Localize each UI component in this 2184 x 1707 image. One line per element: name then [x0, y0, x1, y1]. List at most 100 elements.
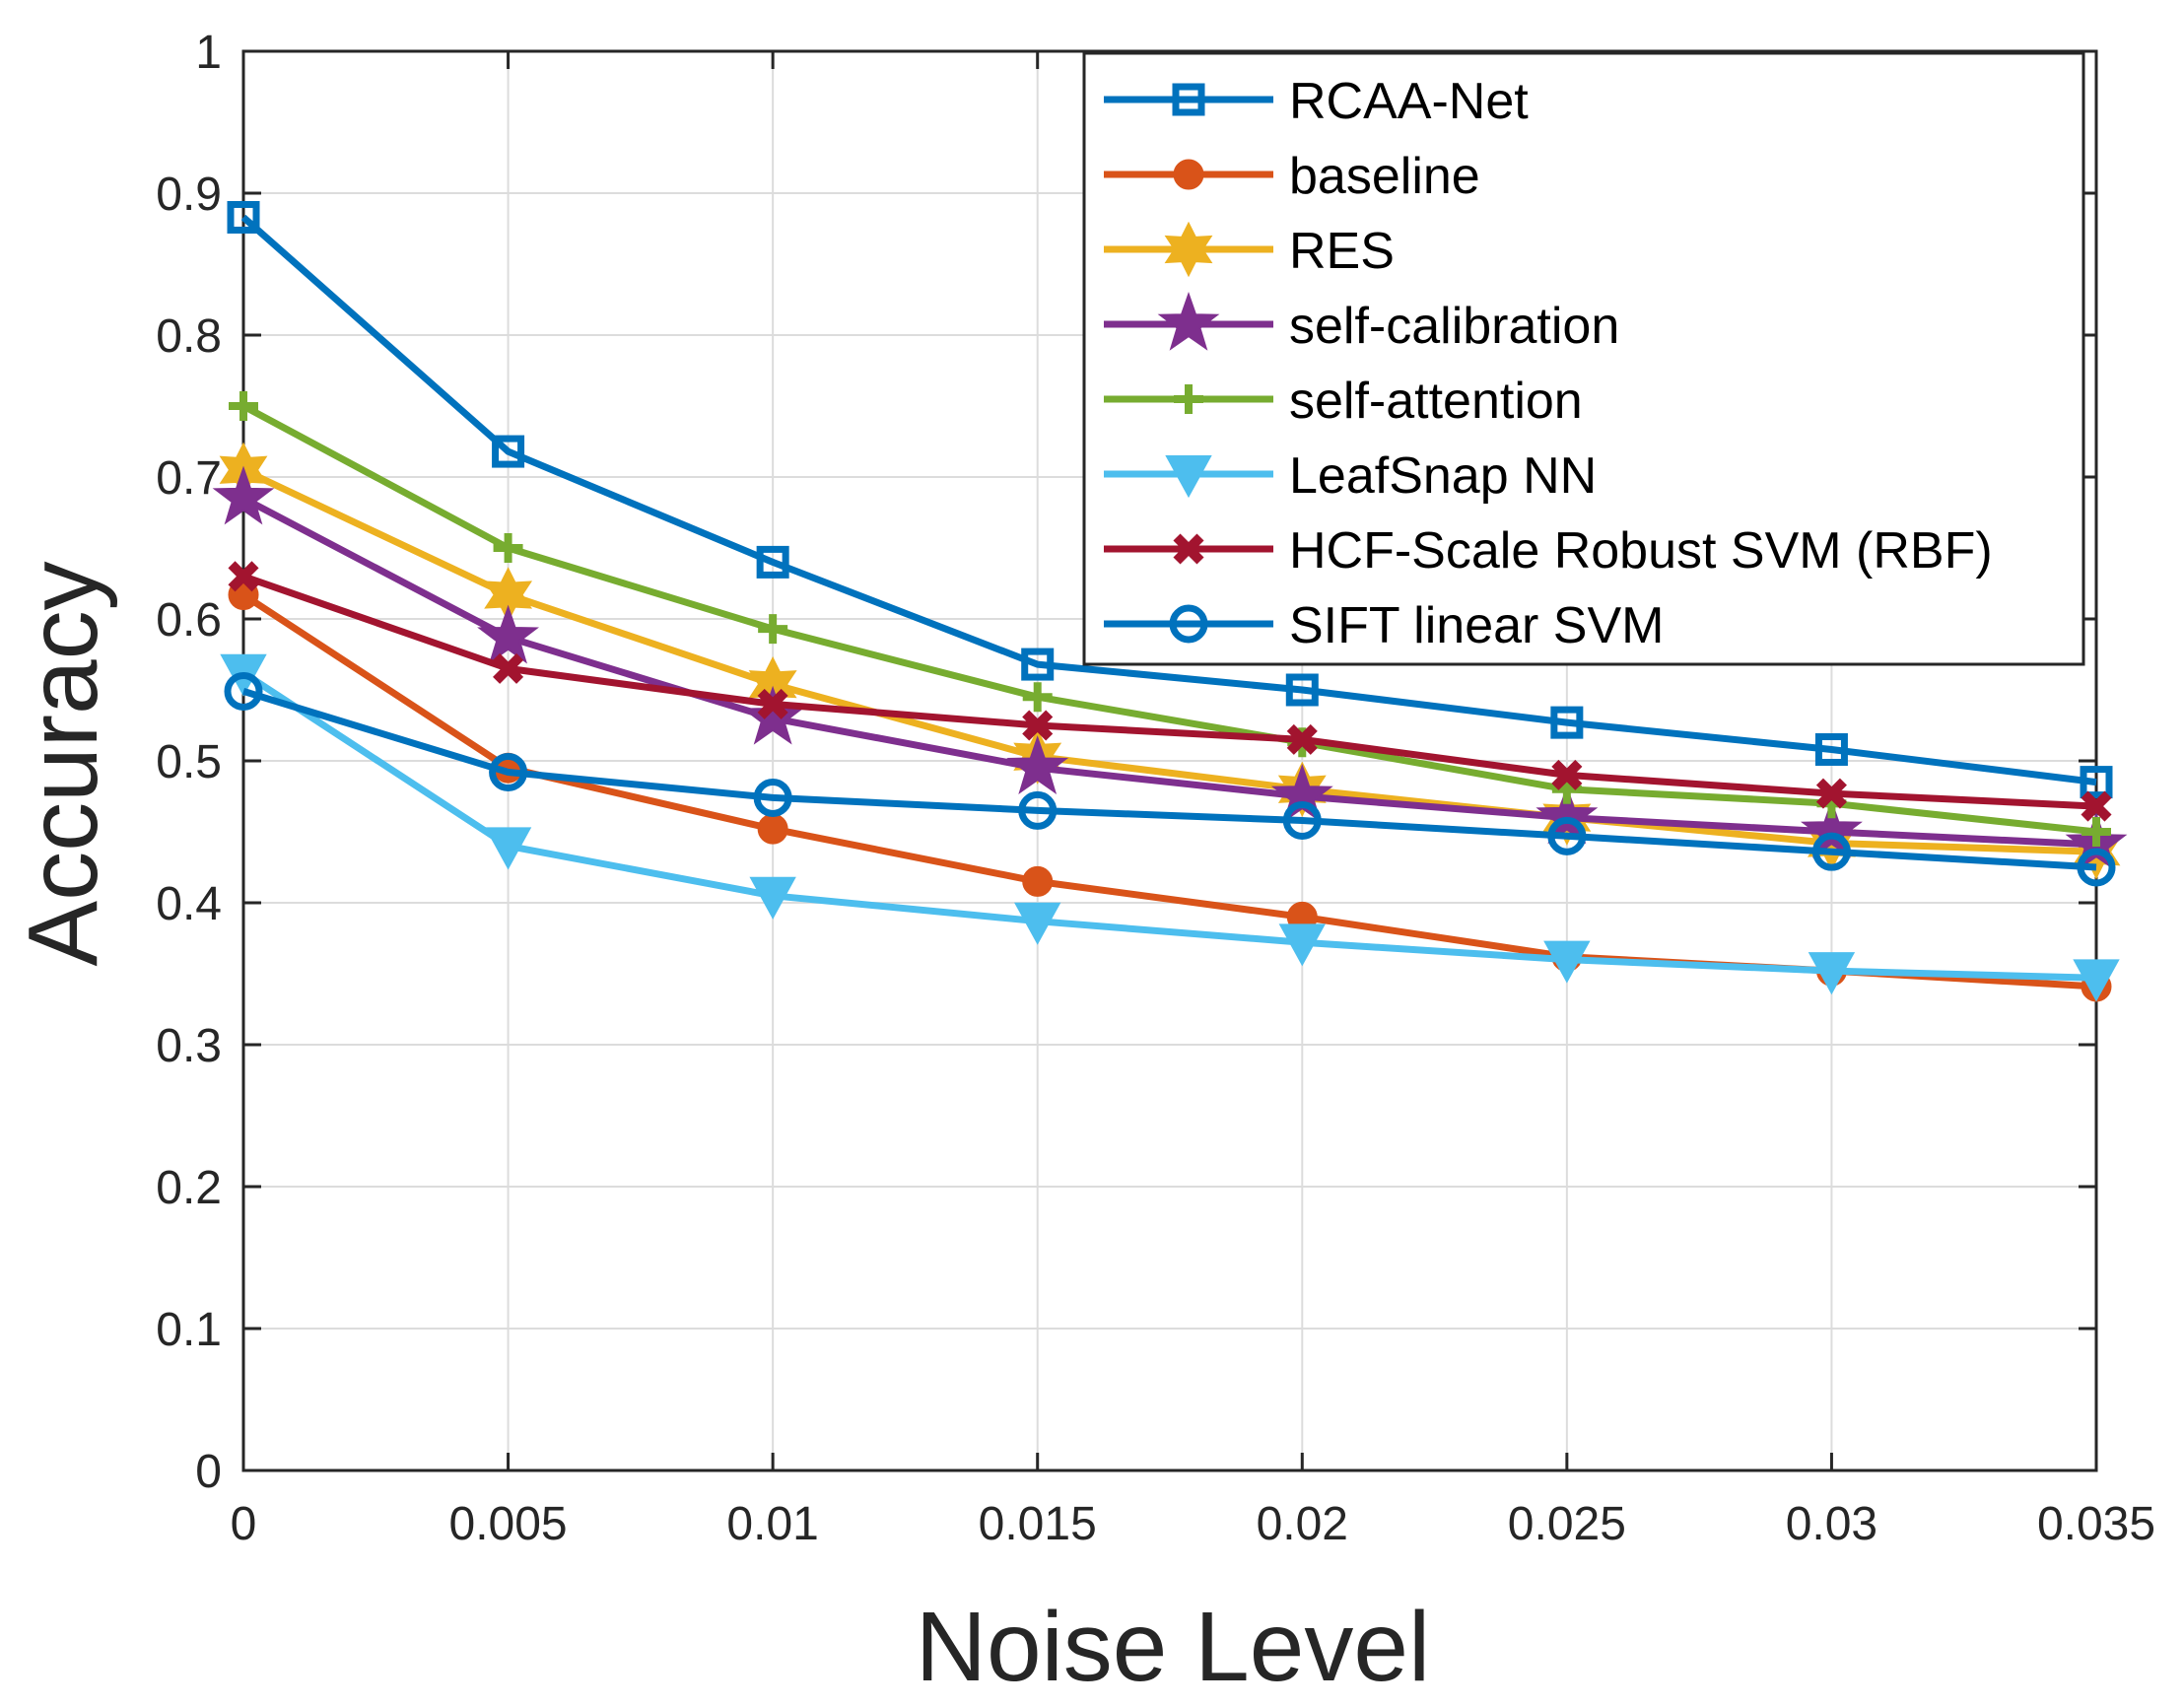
data-point [1173, 533, 1204, 565]
y-tick-label: 0 [195, 1446, 222, 1498]
series-line [241, 573, 2097, 810]
x-tick-label: 0.02 [1257, 1498, 1348, 1550]
data-point [1018, 790, 1058, 830]
series-leafsnap-nn [220, 653, 2120, 1002]
data-point [493, 652, 524, 684]
data-point [749, 876, 796, 920]
series-line [241, 402, 2097, 836]
data-point [492, 435, 525, 468]
y-tick-label: 0.7 [156, 452, 222, 505]
y-tick-label: 0.6 [156, 594, 222, 647]
y-axis-label: Accuracy [8, 561, 118, 966]
data-point [1814, 732, 1848, 766]
y-tick-label: 0.4 [156, 878, 222, 930]
legend-label: HCF-Scale Robust SVM (RBF) [1289, 522, 1993, 580]
series-line [241, 466, 2097, 855]
x-tick-label: 0.035 [2037, 1498, 2155, 1550]
data-point [1811, 832, 1851, 871]
data-point [229, 391, 258, 421]
y-tick-label: 1 [195, 27, 222, 79]
legend-label: self-attention [1289, 373, 1583, 430]
data-point [1164, 221, 1213, 278]
series-hcf-scale-robust-svm-rbf [228, 561, 2112, 822]
y-tick-label: 0.8 [156, 310, 222, 363]
data-point [2077, 848, 2116, 887]
data-point [1165, 455, 1212, 499]
data-point [1169, 604, 1208, 644]
data-point [228, 561, 259, 592]
data-point [1021, 648, 1055, 681]
data-point [1801, 798, 1863, 858]
y-tick-label: 0.3 [156, 1020, 222, 1072]
data-point [1270, 763, 1333, 823]
legend-item: SIFT linear SVM [1104, 597, 1664, 654]
y-tick-label: 0.5 [156, 736, 222, 788]
legend-label: RCAA-Net [1289, 73, 1529, 130]
series-group [212, 200, 2128, 1002]
legend-label: RES [1289, 223, 1395, 280]
legend-item: self-calibration [1104, 291, 1619, 355]
x-tick-label: 0 [231, 1498, 257, 1550]
data-point [477, 604, 539, 664]
data-point [489, 753, 528, 792]
data-point [2073, 959, 2120, 1002]
data-point [757, 688, 788, 719]
legend-box [1082, 51, 2085, 666]
y-tick-label: 0.9 [156, 169, 222, 221]
legend-item: LeafSnap NN [1104, 447, 1597, 505]
x-axis-label: Noise Level [916, 1592, 1431, 1702]
x-tick-label: 0.01 [726, 1498, 818, 1550]
data-point [1172, 83, 1205, 116]
data-point [1815, 778, 1847, 809]
y-axis-ticks: 0 0.1 0.2 0.3 0.4 0.5 0.6 0.7 0.8 0.9 1 [156, 27, 2096, 1498]
data-point [493, 533, 523, 563]
series-line [241, 669, 2097, 982]
data-point [1547, 816, 1587, 855]
legend-label: SIFT linear SVM [1289, 597, 1664, 654]
legend-item: RES [1104, 221, 1395, 280]
data-point [1022, 682, 1053, 713]
data-point [1286, 723, 1318, 755]
x-tick-label: 0.025 [1508, 1498, 1626, 1550]
data-point [753, 778, 792, 817]
legend-item: self-attention [1104, 373, 1583, 430]
data-point [1173, 159, 1204, 190]
data-point [212, 465, 275, 525]
series-line [241, 495, 2097, 849]
data-point [2082, 817, 2111, 847]
data-point [1157, 291, 1220, 351]
series-sift-linear-svm [224, 671, 2116, 887]
data-point [484, 827, 532, 870]
data-point [1174, 384, 1203, 414]
data-point [1536, 785, 1599, 845]
data-point [1282, 800, 1322, 840]
data-point [1285, 673, 1319, 707]
data-point [2080, 766, 2113, 799]
data-point [758, 614, 788, 645]
data-point [1808, 952, 1856, 995]
x-tick-label: 0.005 [449, 1498, 568, 1550]
y-tick-label: 0.1 [156, 1304, 222, 1356]
x-tick-label: 0.015 [979, 1498, 1097, 1550]
series-rcaa-net [227, 200, 2113, 799]
data-point [757, 813, 788, 845]
data-point [1551, 759, 1583, 790]
data-point [1550, 706, 1584, 739]
data-point [1278, 923, 1326, 967]
legend-item: baseline [1104, 148, 1480, 205]
legend-label: self-calibration [1289, 298, 1619, 355]
data-point [1014, 902, 1061, 945]
series-line [240, 214, 2097, 786]
legend-item: HCF-Scale Robust SVM (RBF) [1104, 522, 1993, 580]
legend: RCAA-Net baseline RES self-calibration self-… [1082, 51, 2085, 666]
x-axis-ticks: 0 0.005 0.01 0.015 0.02 0.025 0.03 0.035 [231, 51, 2155, 1550]
data-point [227, 200, 260, 234]
x-tick-label: 0.03 [1786, 1498, 1877, 1550]
legend-label: LeafSnap NN [1289, 447, 1597, 505]
legend-label: baseline [1289, 148, 1480, 205]
series-line [241, 688, 2097, 871]
data-point [1543, 940, 1591, 984]
data-point [2081, 790, 2112, 822]
data-point [1022, 865, 1054, 897]
